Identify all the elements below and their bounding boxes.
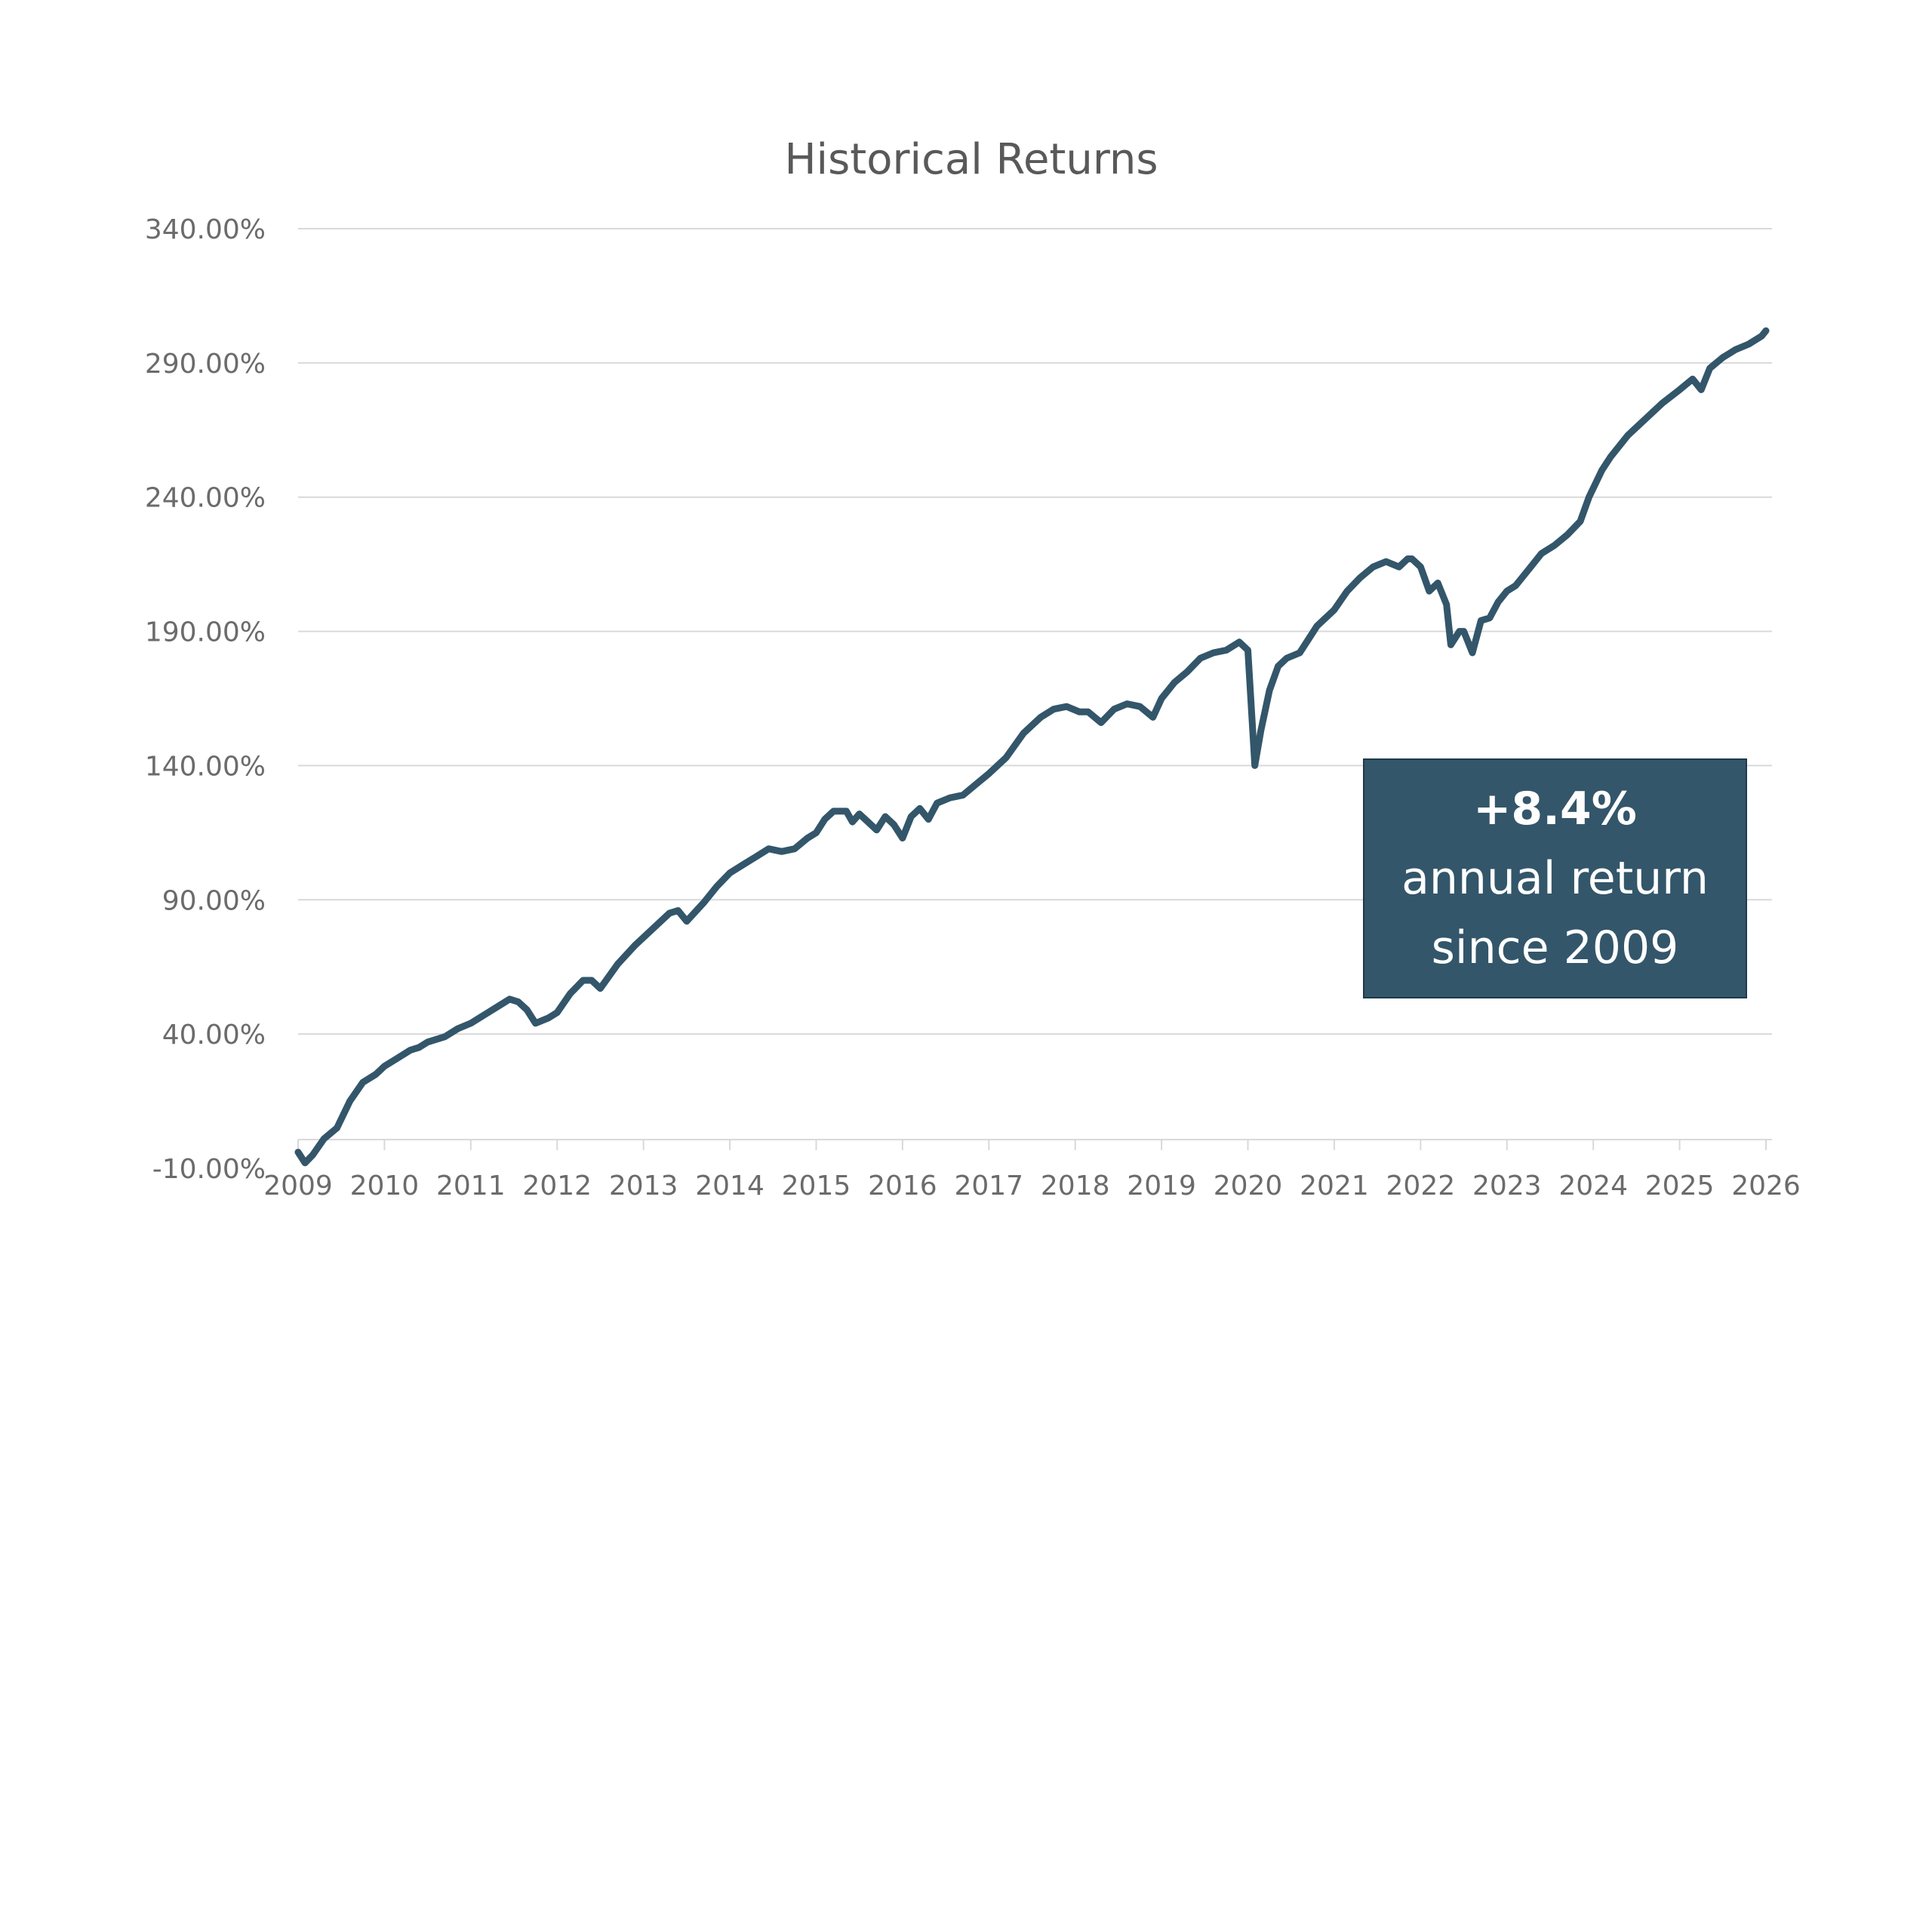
annual-return-value: +8.4%: [1473, 783, 1637, 835]
y-tick-label: 190.00%: [145, 617, 266, 648]
y-tick-label: 340.00%: [145, 214, 266, 245]
x-tick-label: 2009: [263, 1171, 333, 1201]
returns-series-line: [294, 327, 1770, 1167]
x-axis: 2009 2010 2011 2012 2013 2014 2015 2016 2017 2018…: [263, 1139, 1801, 1201]
x-tick-label: 2018: [1041, 1171, 1110, 1201]
x-tick-label: 2019: [1127, 1171, 1196, 1201]
y-tick-label: 290.00%: [145, 349, 266, 380]
x-tick-label: 2010: [350, 1171, 420, 1201]
x-tick-label: 2020: [1214, 1171, 1283, 1201]
x-tick-label: 2015: [782, 1171, 851, 1201]
y-axis-tick-labels: 340.00% 290.00% 240.00% 190.00% 140.00% 90.00…: [145, 214, 266, 1185]
annual-return-since: since 2009: [1431, 921, 1679, 974]
x-tick-label: 2013: [609, 1171, 678, 1201]
x-tick-label: 2025: [1645, 1171, 1715, 1201]
x-tick-label: 2016: [868, 1171, 937, 1201]
x-tick-label: 2011: [436, 1171, 506, 1201]
annual-return-callout: +8.4% annual return since 2009: [1363, 758, 1747, 998]
series-layer: [294, 327, 1770, 1167]
x-tick-label: 2012: [522, 1171, 592, 1201]
y-tick-label: 90.00%: [162, 885, 266, 916]
x-tick-label: 2021: [1300, 1171, 1369, 1201]
y-tick-label: -10.00%: [152, 1154, 266, 1185]
y-tick-label: 240.00%: [145, 483, 266, 514]
x-tick-label: 2014: [695, 1171, 764, 1201]
y-tick-label: 140.00%: [145, 751, 266, 782]
y-tick-label: 40.00%: [162, 1020, 266, 1051]
annual-return-label: annual return: [1401, 852, 1709, 905]
x-tick-label: 2026: [1731, 1171, 1801, 1201]
x-tick-label: 2024: [1558, 1171, 1628, 1201]
x-tick-label: 2023: [1472, 1171, 1542, 1201]
chart-title: Historical Returns: [784, 135, 1158, 184]
x-tick-label: 2017: [954, 1171, 1023, 1201]
x-tick-label: 2022: [1386, 1171, 1456, 1201]
